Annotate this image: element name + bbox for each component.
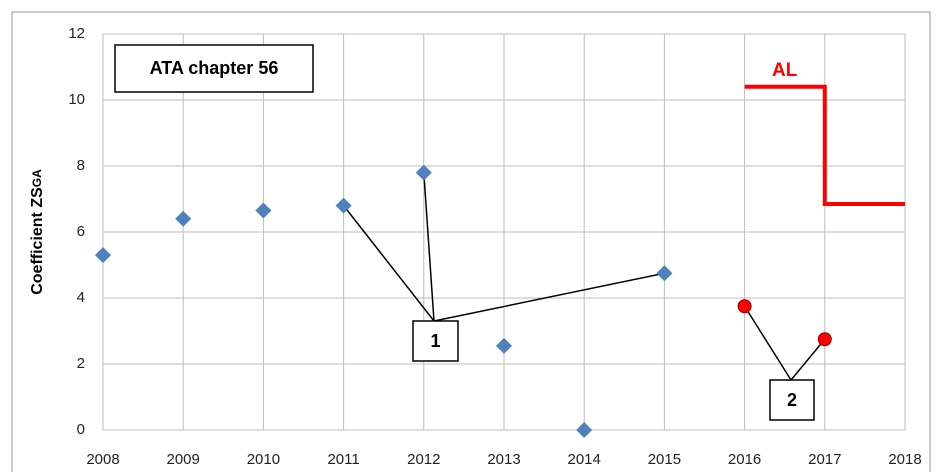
- callout-box: [769, 379, 815, 421]
- line-label: AL: [772, 60, 798, 81]
- x-tick-label: 2008: [86, 451, 119, 468]
- point: [496, 337, 512, 354]
- chart-title: ATA chapter 56: [150, 58, 279, 78]
- marks: [95, 84, 905, 438]
- point: [656, 265, 673, 282]
- x-tick-label: 2011: [327, 451, 359, 468]
- grid: [102, 33, 906, 431]
- y-tick-label: 4: [77, 289, 85, 306]
- x-tick-label: 2015: [648, 451, 681, 468]
- point: [415, 164, 432, 181]
- chart-frame: [11, 11, 931, 472]
- callout-label: 1: [430, 331, 440, 351]
- y-tick-label: 2: [77, 355, 85, 372]
- point: [576, 422, 593, 438]
- x-tick-label: 2017: [808, 451, 841, 468]
- x-tick-label: 2018: [888, 451, 921, 468]
- x-tick-label: 2010: [247, 451, 280, 468]
- callout-line: [790, 338, 826, 381]
- x-tick-label: 2009: [167, 451, 200, 468]
- y-axis-label: Coefficient ZSGA: [29, 169, 46, 295]
- point: [737, 299, 752, 314]
- threshold-line: [744, 84, 905, 206]
- callout-line: [433, 272, 665, 322]
- y-tick-label: 12: [68, 25, 85, 42]
- y-tick-label: 0: [77, 421, 85, 438]
- point: [175, 210, 192, 227]
- callout-line: [423, 172, 435, 322]
- point: [95, 247, 111, 264]
- callout-box: [412, 320, 459, 362]
- y-tick-label: 10: [68, 91, 85, 108]
- y-tick-label: 6: [77, 223, 85, 240]
- point: [335, 197, 352, 214]
- x-tick-label: 2014: [568, 451, 601, 468]
- callout-line: [343, 205, 435, 322]
- callouts: [343, 172, 826, 381]
- x-tick-label: 2013: [487, 451, 520, 468]
- title-box: [114, 44, 314, 93]
- callout-line: [743, 305, 792, 381]
- point: [817, 332, 832, 347]
- x-tick-label: 2012: [407, 451, 440, 468]
- y-axis-label-main: Coefficient ZS: [29, 187, 46, 295]
- y-tick-label: 8: [77, 157, 85, 174]
- point: [255, 202, 272, 219]
- y-axis-label-sub: GA: [30, 169, 44, 187]
- callout-label: 2: [787, 390, 797, 410]
- x-tick-label: 2016: [728, 451, 761, 468]
